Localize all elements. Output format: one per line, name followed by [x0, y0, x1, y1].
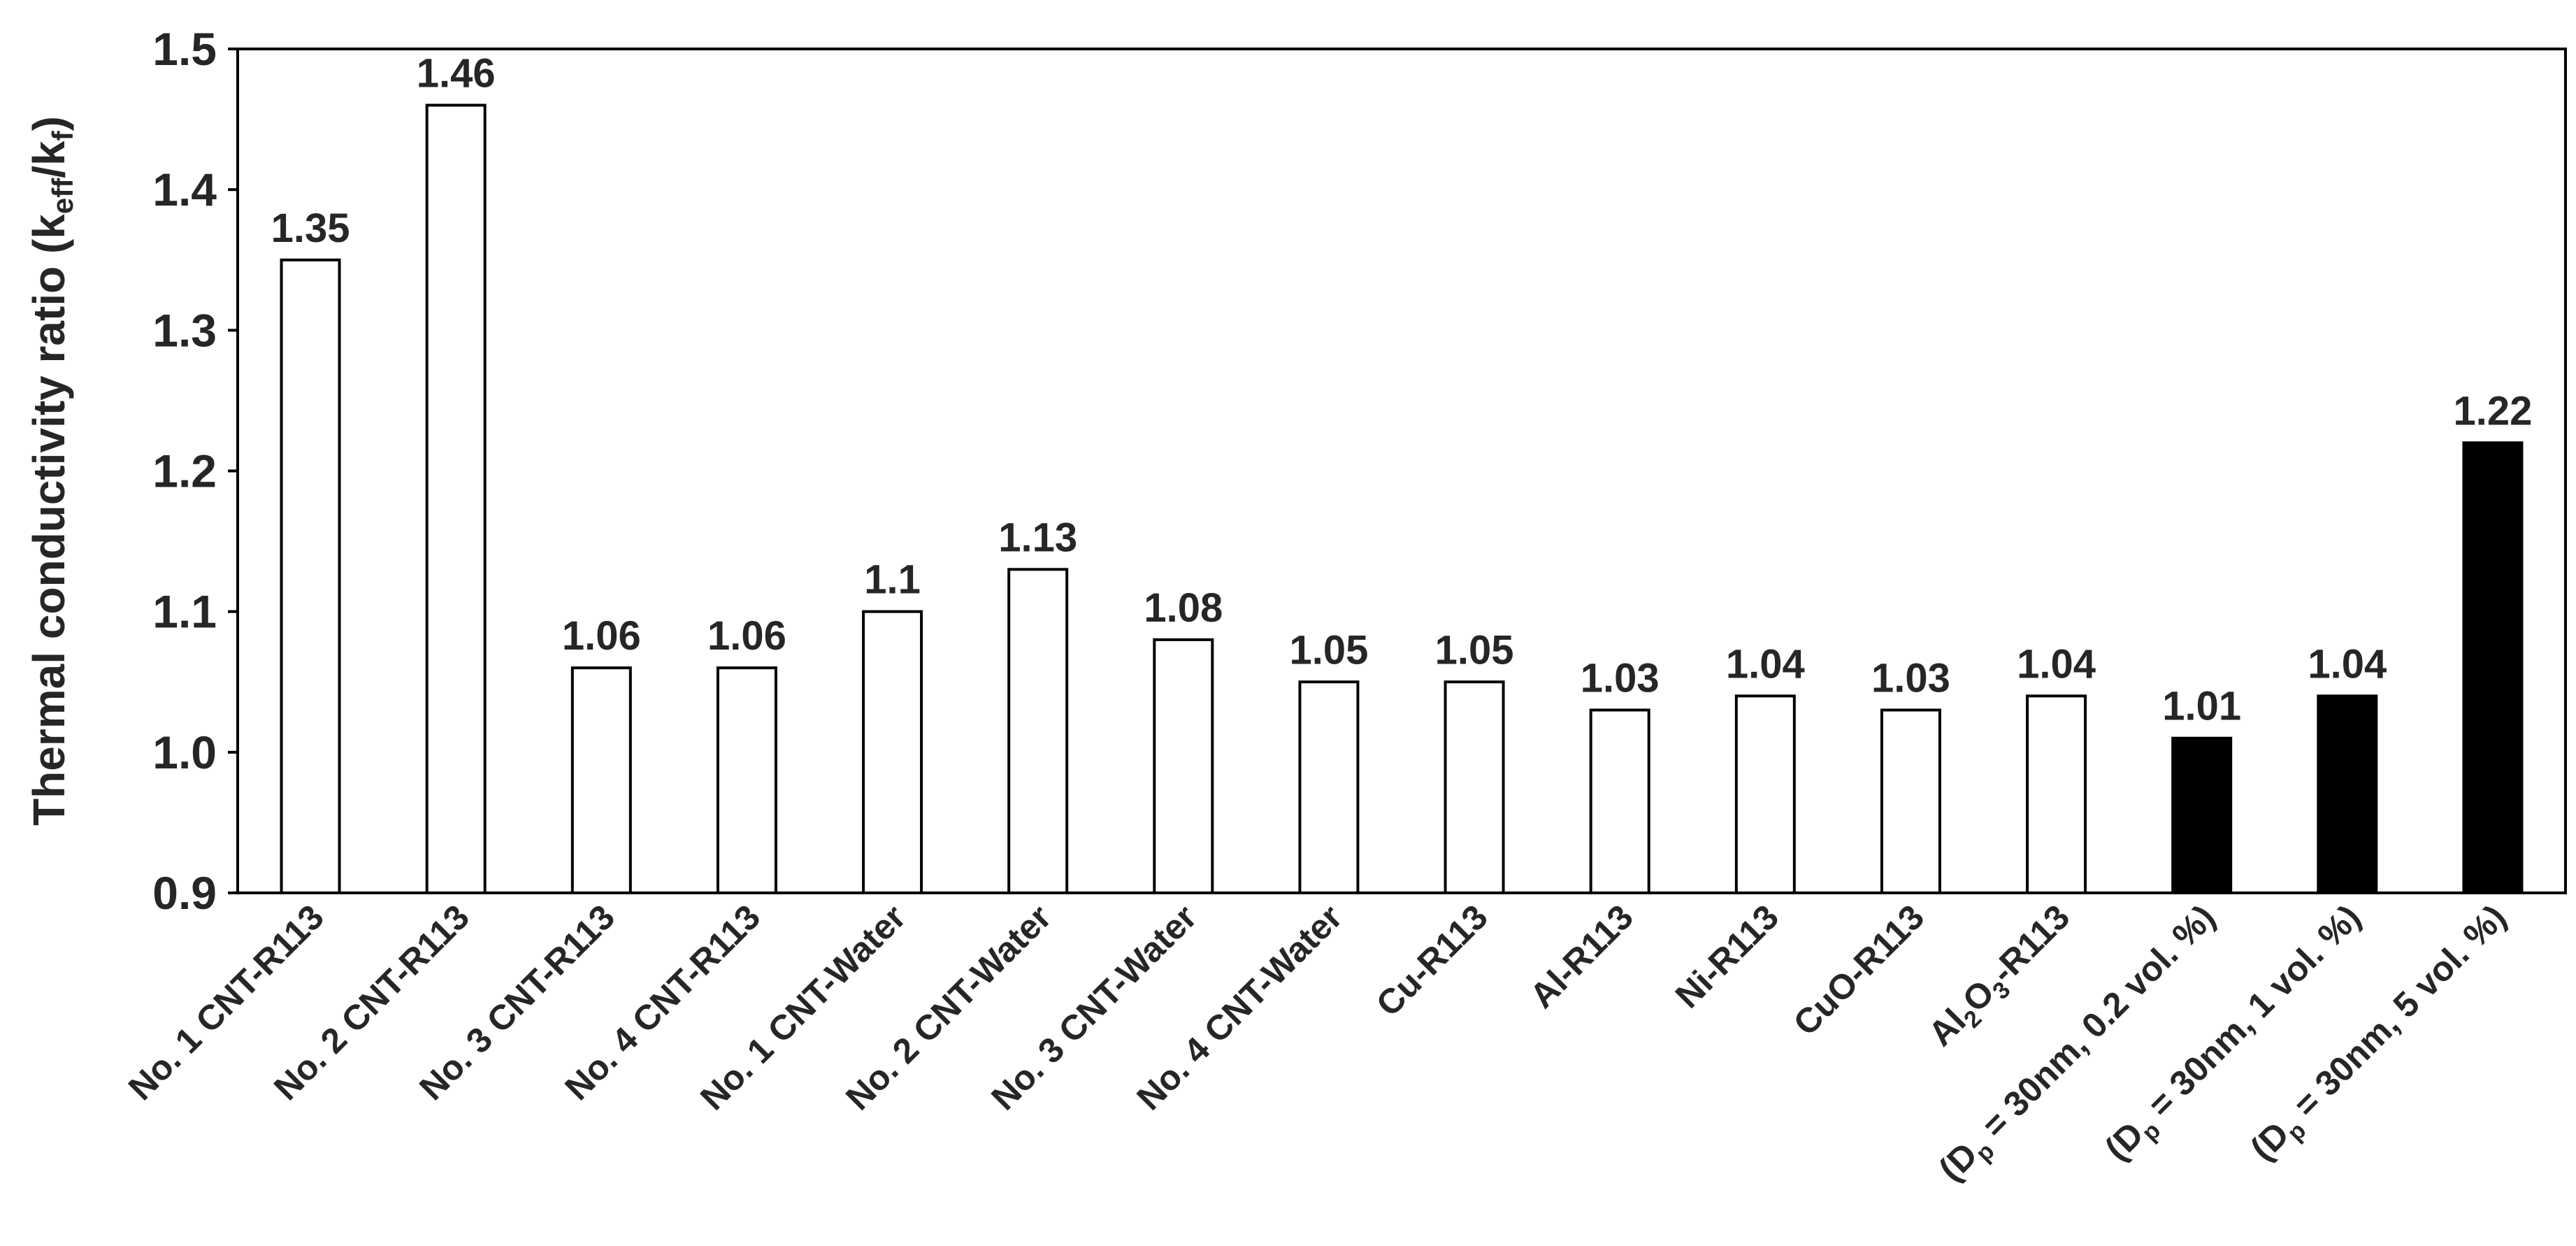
bar — [1007, 568, 1069, 894]
data-label: 1.06 — [562, 613, 641, 659]
data-label: 1.03 — [1581, 655, 1660, 701]
data-labels: 1.35 1.46 1.06 1.06 1.1 1.13 1.08 1.05 1.05 1.03 1… — [271, 50, 2533, 729]
y-axis-title: Thermal conductivity ratio (keff​/kf​) — [24, 116, 79, 826]
x-category-label: Ni-R113 — [1668, 897, 1786, 1015]
y-tick-label: 1.4 — [152, 164, 217, 215]
data-label: 1.01 — [2162, 684, 2241, 729]
data-label: 1.1 — [864, 557, 921, 603]
y-tick-label: 1.0 — [152, 726, 217, 778]
data-label: 1.22 — [2453, 388, 2532, 434]
y-axis-label: Thermal conductivity ratio (keff​/kf​) — [24, 116, 79, 826]
bar — [1153, 638, 1214, 895]
bar — [1734, 694, 1796, 894]
bar — [716, 666, 777, 895]
bar — [862, 610, 923, 895]
data-label: 1.13 — [998, 515, 1077, 560]
bar — [2171, 736, 2233, 895]
bar — [2026, 694, 2087, 894]
y-tick-label: 1.5 — [152, 23, 217, 75]
data-label: 1.35 — [271, 206, 350, 251]
y-tick-label: 1.3 — [152, 304, 217, 356]
data-label: 1.05 — [1435, 627, 1514, 673]
bar — [1298, 680, 1360, 894]
y-tick-label: 0.9 — [152, 867, 217, 919]
bars — [280, 103, 2524, 895]
x-category-label: Cu-R113 — [1369, 897, 1495, 1024]
data-label: 1.04 — [2017, 641, 2096, 687]
bar — [1444, 680, 1505, 894]
bar — [2462, 441, 2524, 894]
data-label: 1.06 — [707, 613, 786, 659]
data-label: 1.04 — [1726, 641, 1805, 687]
x-category-label: (Dp​ = 30nm, 1 vol. %) — [2097, 897, 2373, 1173]
data-label: 1.05 — [1289, 627, 1368, 673]
y-tick-label: 1.1 — [152, 586, 217, 638]
bar — [2317, 694, 2378, 894]
data-label: 1.03 — [1871, 655, 1950, 701]
x-category-label: (Dp​ = 30nm, 5 vol. %) — [2243, 897, 2518, 1173]
y-axis-ticks: 0.9 1.0 1.1 1.2 1.3 1.4 1.5 — [152, 23, 238, 919]
data-label: 1.08 — [1144, 585, 1223, 631]
x-category-label: Al-R113 — [1523, 897, 1641, 1015]
x-category-label: CuO-R113 — [1786, 897, 1932, 1043]
bar — [1589, 708, 1650, 894]
data-label: 1.04 — [2308, 641, 2387, 687]
y-tick-label: 1.2 — [152, 445, 217, 497]
x-category-label: (Dp​ = 30nm, 0.2 vol. %) — [1931, 897, 2227, 1193]
bar — [280, 258, 341, 894]
bar — [570, 666, 632, 895]
plot-frame — [236, 48, 2567, 894]
data-label: 1.46 — [417, 50, 496, 96]
bar — [425, 103, 487, 894]
bar — [1880, 708, 1941, 894]
